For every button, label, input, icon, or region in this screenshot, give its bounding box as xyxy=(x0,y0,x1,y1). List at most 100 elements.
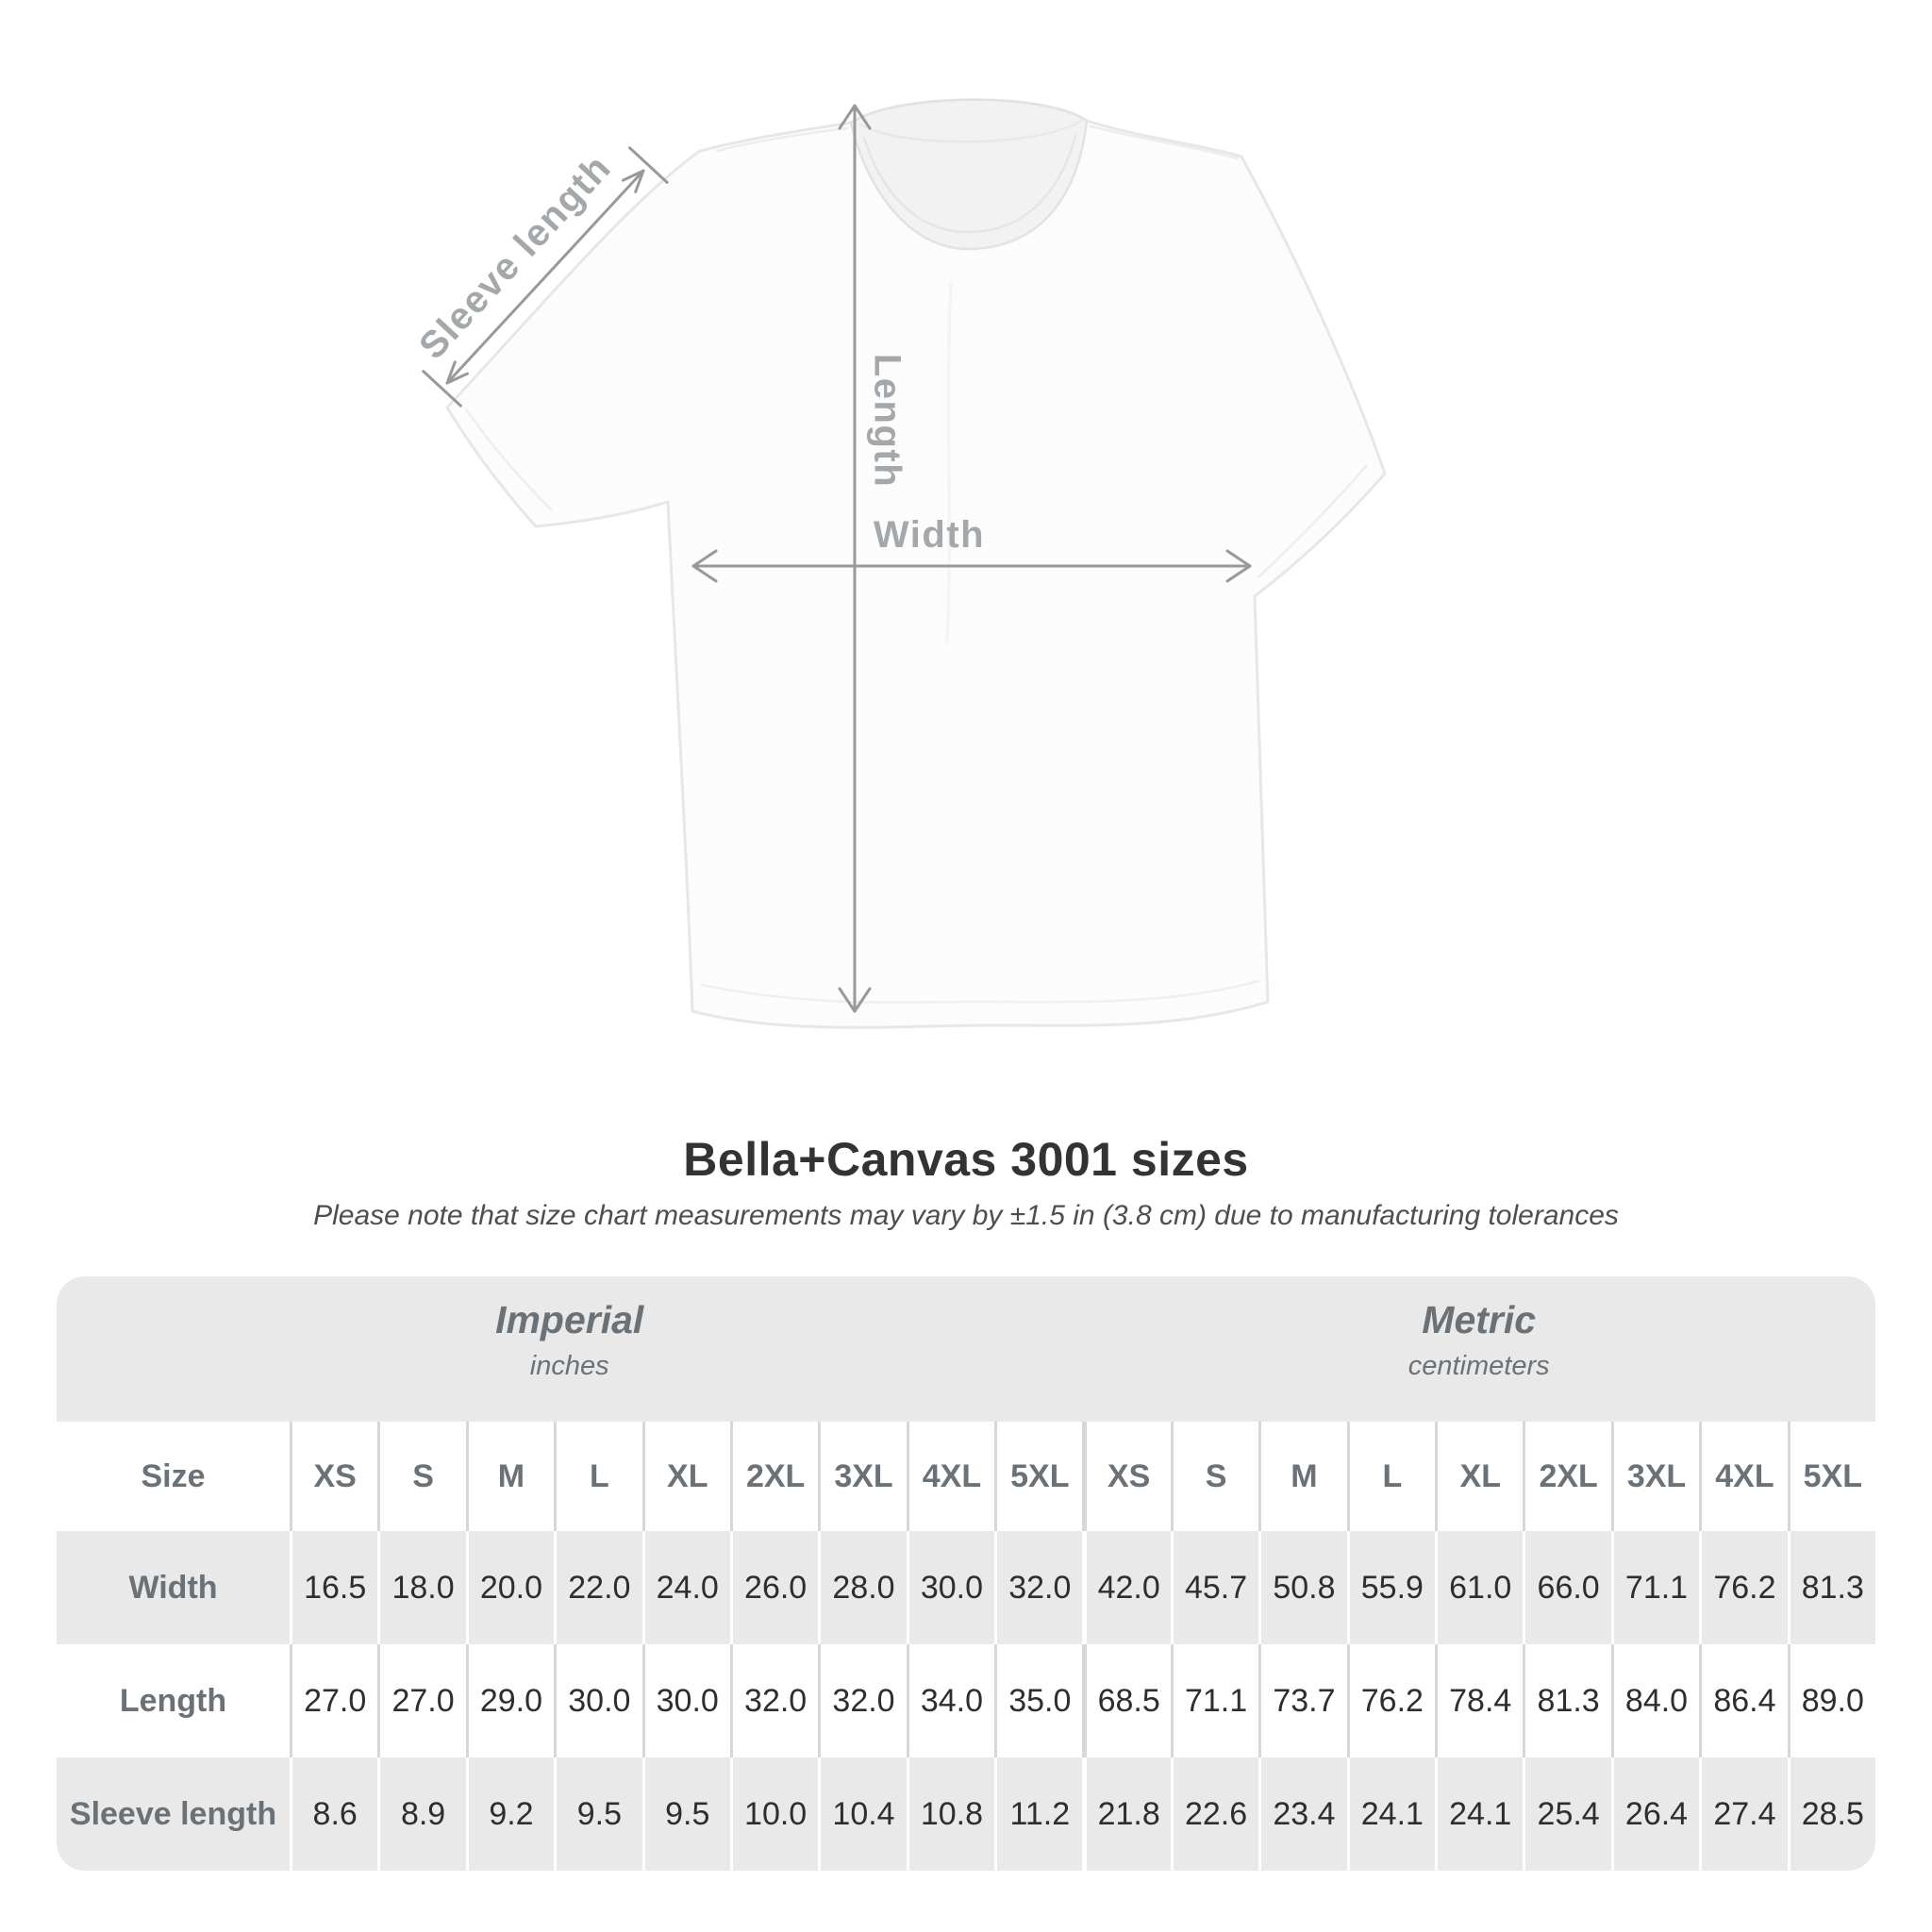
table-cell: 76.2 xyxy=(1699,1531,1787,1644)
unit-group-header-row: Imperial inches Metric centimeters xyxy=(57,1276,1875,1422)
size-col-header: M xyxy=(1258,1422,1346,1531)
metric-group-header: Metric centimeters xyxy=(1082,1276,1875,1422)
size-col-header: L xyxy=(554,1422,641,1531)
sleeve-length-arrow xyxy=(445,169,645,385)
size-table: Imperial inches Metric centimeters Size … xyxy=(57,1276,1875,1871)
table-cell: 50.8 xyxy=(1258,1531,1346,1644)
table-cell: 18.0 xyxy=(377,1531,465,1644)
table-cell: 71.1 xyxy=(1170,1644,1258,1757)
metric-group-unit: centimeters xyxy=(1407,1351,1550,1382)
table-cell: 8.9 xyxy=(377,1757,465,1871)
size-col-header: 4XL xyxy=(1699,1422,1787,1531)
tshirt-illustration xyxy=(445,98,1387,1029)
table-row-width: Width 16.5 18.0 20.0 22.0 24.0 26.0 28.0 30.0 32… xyxy=(57,1531,1875,1644)
imperial-group-unit: inches xyxy=(529,1351,609,1382)
row-label-width: Width xyxy=(128,1569,218,1606)
table-cell: 66.0 xyxy=(1523,1531,1610,1644)
collar-back-seam xyxy=(858,119,1083,143)
size-col-header: 5XL xyxy=(994,1422,1082,1531)
table-cell: 55.9 xyxy=(1346,1531,1435,1644)
length-arrowhead-top xyxy=(838,104,872,130)
size-col-header: XL xyxy=(1435,1422,1523,1531)
size-col-header: 3XL xyxy=(1610,1422,1699,1531)
sleeve-end-tick-bottom xyxy=(422,370,462,408)
metric-group-title: Metric xyxy=(1422,1298,1537,1341)
width-arrowhead-left xyxy=(691,549,718,583)
table-cell: 22.0 xyxy=(554,1531,641,1644)
table-cell: 16.5 xyxy=(290,1531,377,1644)
table-cell: 10.4 xyxy=(818,1757,906,1871)
page-title: Bella+Canvas 3001 sizes xyxy=(683,1133,1249,1186)
size-col-header: M xyxy=(465,1422,554,1531)
tshirt-body xyxy=(445,98,1387,1029)
size-col-header: 5XL xyxy=(1787,1422,1875,1531)
sleeve-end-tick-top xyxy=(628,146,669,184)
size-row-label: Size xyxy=(141,1457,206,1494)
table-cell: 76.2 xyxy=(1346,1644,1435,1757)
table-cell: 45.7 xyxy=(1170,1531,1258,1644)
table-cell: 24.1 xyxy=(1346,1757,1435,1871)
table-cell: 10.0 xyxy=(729,1757,818,1871)
table-cell: 22.6 xyxy=(1170,1757,1258,1871)
table-cell: 35.0 xyxy=(994,1644,1082,1757)
table-cell: 30.0 xyxy=(906,1531,994,1644)
row-label-length: Length xyxy=(119,1682,227,1719)
imperial-group-title: Imperial xyxy=(495,1298,644,1341)
table-cell: 32.0 xyxy=(729,1644,818,1757)
cuff-seam-right xyxy=(1257,464,1368,579)
tshirt-measurement-diagram: Sleeve length Length Width xyxy=(411,98,1387,1029)
table-cell: 26.0 xyxy=(729,1531,818,1644)
collar-rib-seam xyxy=(862,134,1077,234)
table-cell: 27.4 xyxy=(1699,1757,1787,1871)
sleeve-arrowhead-top xyxy=(622,169,645,193)
table-cell: 28.0 xyxy=(818,1531,906,1644)
table-cell: 10.8 xyxy=(906,1757,994,1871)
table-cell: 9.5 xyxy=(554,1757,641,1871)
width-label: Width xyxy=(874,514,985,556)
length-label: Length xyxy=(866,354,908,488)
size-col-header: 4XL xyxy=(906,1422,994,1531)
table-cell: 25.4 xyxy=(1523,1757,1610,1871)
table-cell: 27.0 xyxy=(290,1644,377,1757)
table-cell: 34.0 xyxy=(906,1644,994,1757)
table-cell: 27.0 xyxy=(377,1644,465,1757)
cuff-seam-left xyxy=(464,408,553,511)
body-crease xyxy=(945,281,953,643)
size-col-header: XL xyxy=(641,1422,730,1531)
table-cell: 32.0 xyxy=(818,1644,906,1757)
table-row-sleeve-length: Sleeve length 8.6 8.9 9.2 9.5 9.5 10.0 10.4 10.… xyxy=(57,1757,1875,1871)
hem-stitch xyxy=(700,979,1260,1004)
row-label-sleeve-length: Sleeve length xyxy=(69,1795,277,1832)
table-cell: 61.0 xyxy=(1435,1531,1523,1644)
table-cell: 86.4 xyxy=(1699,1644,1787,1757)
width-arrowhead-right xyxy=(1225,549,1252,583)
table-cell: 29.0 xyxy=(465,1644,554,1757)
table-cell: 30.0 xyxy=(554,1644,641,1757)
shoulder-seam-right xyxy=(1089,125,1240,160)
measurement-arrows xyxy=(422,104,1252,1013)
table-cell: 24.0 xyxy=(641,1531,730,1644)
table-cell: 89.0 xyxy=(1787,1644,1875,1757)
table-cell: 28.5 xyxy=(1787,1757,1875,1871)
table-cell: 9.5 xyxy=(641,1757,730,1871)
table-cell: 21.8 xyxy=(1082,1757,1170,1871)
table-cell: 11.2 xyxy=(994,1757,1082,1871)
table-cell: 32.0 xyxy=(994,1531,1082,1644)
table-cell: 81.3 xyxy=(1523,1644,1610,1757)
table-cell: 20.0 xyxy=(465,1531,554,1644)
table-cell: 84.0 xyxy=(1610,1644,1699,1757)
size-col-header: S xyxy=(1170,1422,1258,1531)
size-col-header: XS xyxy=(290,1422,377,1531)
table-cell: 26.4 xyxy=(1610,1757,1699,1871)
table-cell: 73.7 xyxy=(1258,1644,1346,1757)
page-subtitle: Please note that size chart measurements… xyxy=(313,1200,1619,1231)
table-cell: 30.0 xyxy=(641,1644,730,1757)
shoulder-seam-left xyxy=(715,126,849,153)
length-arrowhead-bottom xyxy=(838,987,872,1013)
table-cell: 23.4 xyxy=(1258,1757,1346,1871)
table-cell: 81.3 xyxy=(1787,1531,1875,1644)
size-col-header: L xyxy=(1346,1422,1435,1531)
table-cell: 42.0 xyxy=(1082,1531,1170,1644)
size-col-header: 2XL xyxy=(729,1422,818,1531)
table-cell: 9.2 xyxy=(465,1757,554,1871)
